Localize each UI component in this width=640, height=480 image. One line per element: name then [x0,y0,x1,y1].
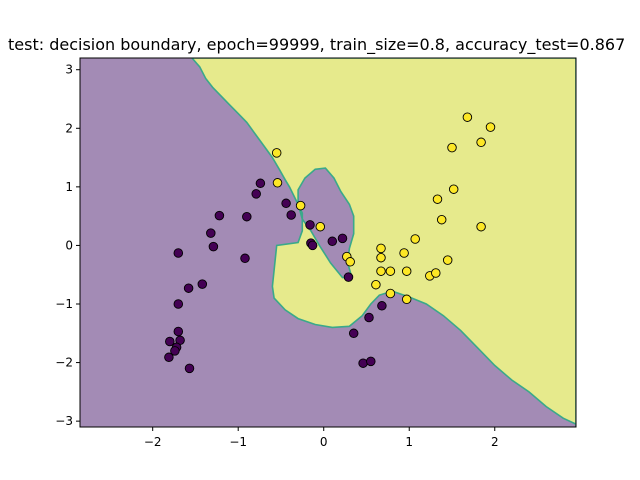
data-points [164,112,496,374]
point-class1-14 [401,294,412,305]
point-class0-3 [208,241,219,252]
point-class0-27 [364,312,374,323]
point-class1-9 [385,266,396,276]
point-class0-5 [240,253,250,264]
x-tick-label: −1 [229,435,247,449]
x-tick-label: 2 [491,435,499,449]
point-class1-13 [401,266,412,276]
point-class1-7 [376,252,386,263]
x-tick-label: 0 [320,435,328,449]
point-class0-16 [197,279,208,289]
y-tick-label: 1 [65,180,73,194]
point-class1-23 [462,112,473,122]
point-class0-28 [377,301,387,311]
point-class0-1 [214,210,225,221]
x-tick-label: 1 [405,435,413,449]
y-tick-label: 2 [65,121,73,135]
point-class0-17 [183,283,194,293]
point-class1-6 [376,243,386,254]
y-axis: −3 −2 −1 0 1 2 3 [55,63,80,428]
chart-title: test: decision boundary, epoch=99999, tr… [8,35,625,55]
point-class1-26 [476,221,486,232]
point-class0-13 [327,236,338,247]
point-class0-26 [348,328,359,339]
point-class0-24 [164,352,174,363]
point-class1-0 [271,148,282,158]
point-class0-2 [206,228,216,238]
y-tick-label: 0 [65,238,73,252]
point-class0-30 [366,356,376,367]
point-class1-10 [371,279,381,290]
point-class1-8 [376,266,386,276]
x-tick-label: −2 [144,435,162,449]
point-class1-17 [431,268,441,278]
point-class1-15 [410,234,420,244]
point-class0-19 [173,326,184,337]
plot-area [80,58,576,427]
point-class1-12 [399,248,409,258]
point-class0-4 [242,211,252,222]
point-class1-25 [485,122,496,132]
point-class1-5 [345,257,355,267]
point-class0-14 [337,233,348,244]
point-class1-19 [432,194,443,204]
point-class0-8 [281,198,291,209]
x-axis: −2 −1 0 1 2 [144,427,499,449]
point-class0-25 [184,363,195,374]
point-class1-21 [448,184,459,194]
point-class1-3 [315,221,326,232]
y-tick-label: −2 [55,356,73,370]
axes-frame [79,57,577,428]
point-class0-23 [170,346,180,356]
point-class0-29 [358,358,368,368]
y-tick-label: −3 [55,414,73,428]
point-class0-9 [286,210,296,220]
point-class1-20 [436,214,447,225]
point-class1-18 [442,255,453,265]
point-class1-22 [447,142,457,153]
point-class0-0 [173,248,184,258]
point-class1-11 [385,288,396,299]
point-class1-1 [272,178,283,188]
point-class0-12 [307,240,318,251]
point-class0-6 [251,189,261,199]
point-class1-2 [295,200,306,211]
point-class0-7 [255,178,266,189]
y-tick-label: 3 [65,63,73,77]
point-class0-10 [305,220,315,230]
y-tick-label: −1 [55,297,73,311]
point-class1-24 [476,137,486,148]
point-class0-15 [343,272,354,282]
point-class0-21 [165,336,175,347]
point-class0-18 [173,299,184,309]
